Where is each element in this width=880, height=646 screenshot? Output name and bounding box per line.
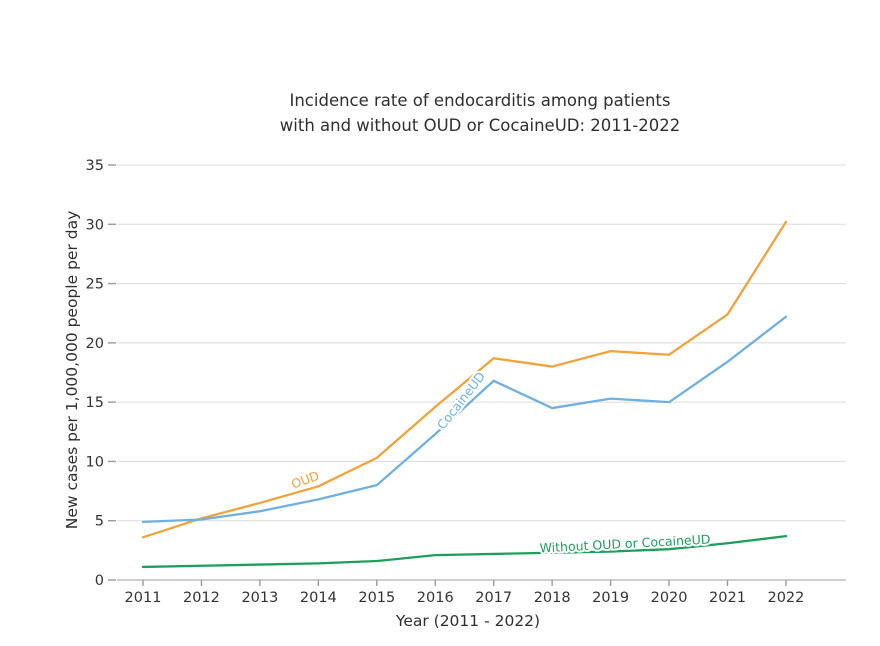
svg-text:2016: 2016 bbox=[417, 590, 454, 606]
svg-text:2015: 2015 bbox=[358, 590, 395, 606]
svg-text:2022: 2022 bbox=[767, 590, 804, 606]
chart-title: Incidence rate of endocarditis among pat… bbox=[115, 88, 845, 138]
svg-text:2017: 2017 bbox=[475, 590, 512, 606]
chart-title-line-1: Incidence rate of endocarditis among pat… bbox=[289, 91, 671, 110]
svg-text:35: 35 bbox=[86, 158, 104, 174]
svg-text:2013: 2013 bbox=[241, 590, 278, 606]
svg-text:2020: 2020 bbox=[651, 590, 688, 606]
svg-text:2021: 2021 bbox=[709, 590, 746, 606]
svg-text:2019: 2019 bbox=[592, 590, 629, 606]
svg-text:2018: 2018 bbox=[534, 590, 571, 606]
x-axis-title: Year (2011 - 2022) bbox=[395, 612, 541, 630]
svg-text:5: 5 bbox=[95, 514, 104, 530]
svg-text:10: 10 bbox=[86, 454, 104, 470]
svg-text:30: 30 bbox=[86, 217, 104, 233]
svg-text:2014: 2014 bbox=[300, 590, 337, 606]
svg-text:20: 20 bbox=[86, 336, 104, 352]
svg-text:25: 25 bbox=[86, 277, 104, 293]
svg-text:2012: 2012 bbox=[183, 590, 220, 606]
chart-title-line-2: with and without OUD or CocaineUD: 2011-… bbox=[279, 116, 681, 135]
svg-text:2011: 2011 bbox=[125, 590, 162, 606]
svg-text:0: 0 bbox=[95, 573, 104, 589]
svg-text:15: 15 bbox=[86, 395, 104, 411]
